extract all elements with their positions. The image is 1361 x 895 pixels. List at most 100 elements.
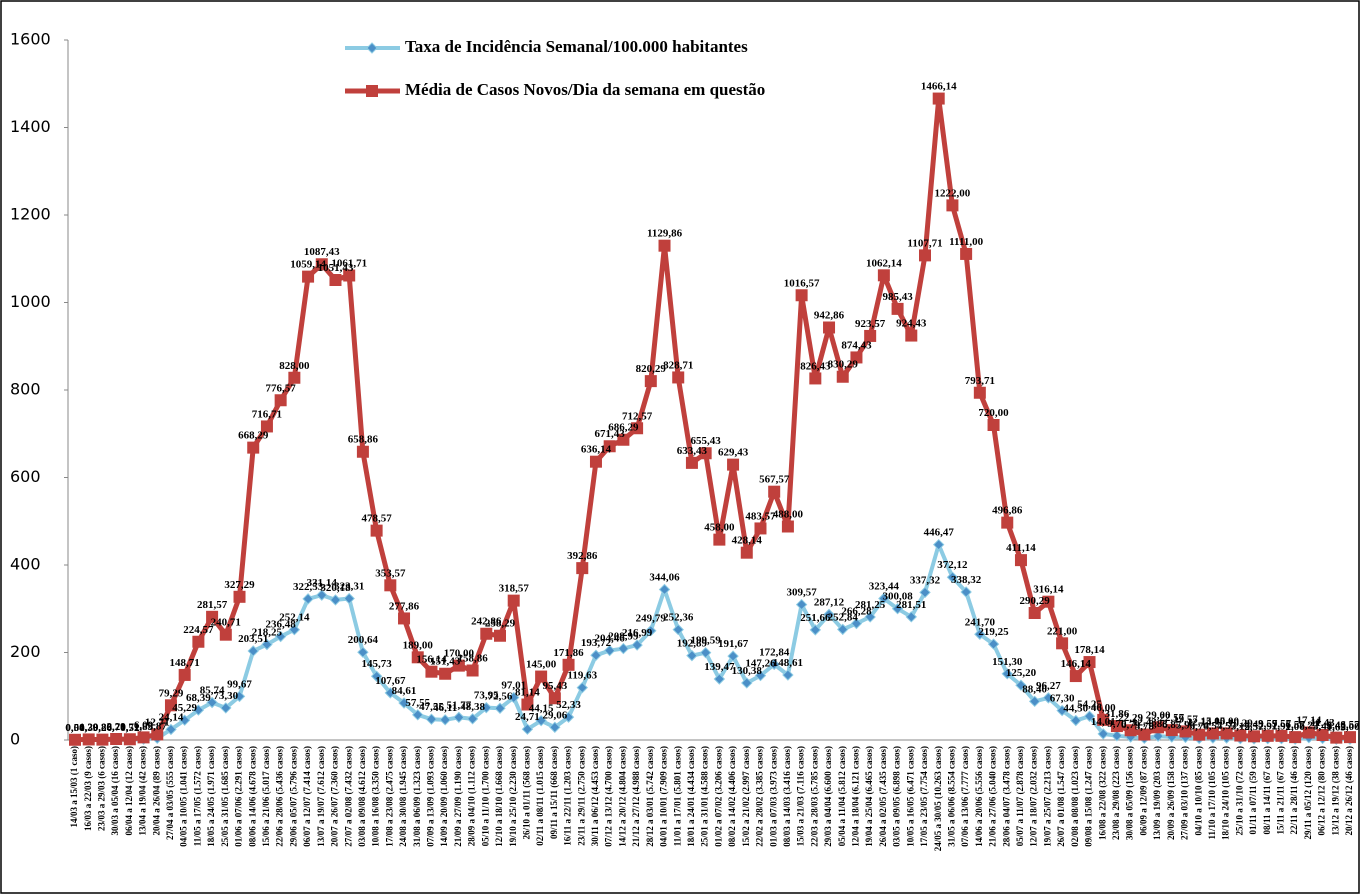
x-tick-label: 15/03 a 21/03 (7.116 casos) xyxy=(796,746,806,846)
point xyxy=(658,583,671,596)
point xyxy=(233,590,246,603)
x-tick-label: 14/06 a 20/06 (5.556 casos) xyxy=(974,746,984,847)
data-label: 720,00 xyxy=(978,407,1009,419)
data-label: 776,57 xyxy=(266,382,297,394)
data-label: 238,29 xyxy=(485,618,516,630)
x-tick-label: 26/04 a 02/05 (7.435 casos) xyxy=(878,746,888,847)
point xyxy=(1344,731,1356,744)
point xyxy=(1001,668,1013,680)
x-tick-label: 08/11 a 14/11 (67 casos) xyxy=(1262,746,1272,835)
x-tick-label: 05/10 a 11/10 (1.700 casos) xyxy=(480,746,490,846)
point xyxy=(1302,726,1315,739)
point xyxy=(82,733,95,746)
data-label: 147,26 xyxy=(745,658,776,670)
point xyxy=(877,269,890,282)
x-tick-label: 31/05 a 06/06 (8.554 casos) xyxy=(946,746,956,847)
y-tick-label: 1000 xyxy=(10,292,51,311)
data-label: 45,29 xyxy=(172,702,197,714)
point xyxy=(905,329,918,342)
point xyxy=(932,92,945,105)
point xyxy=(535,670,548,683)
point xyxy=(302,593,314,605)
data-label: 170,00 xyxy=(444,648,475,660)
point xyxy=(425,713,438,725)
data-label: 19,57 xyxy=(1173,713,1198,725)
point xyxy=(288,623,301,636)
data-label: 224,57 xyxy=(183,624,214,636)
data-label: 309,57 xyxy=(786,587,817,599)
y-tick-label: 800 xyxy=(10,380,41,399)
data-label: 3,78 xyxy=(1135,720,1155,732)
x-tick-label: 27/09 a 03/10 (137 casos) xyxy=(1180,746,1190,840)
x-tick-label: 13/09 a 19/09 (203 casos) xyxy=(1152,746,1162,840)
x-tick-label: 27/04 a 03/05 (555 casos) xyxy=(165,746,175,840)
x-tick-label: 23/11 a 29/11 (2.750 casos) xyxy=(576,746,586,846)
data-label: 44,15 xyxy=(529,703,554,715)
data-label: 266,28 xyxy=(841,606,872,618)
y-tick-label: 400 xyxy=(10,555,41,574)
data-label: 54,25 xyxy=(1077,698,1102,710)
data-label: 72,56 xyxy=(488,690,513,702)
data-label: 3,87 xyxy=(148,720,168,732)
data-label: 411,14 xyxy=(1006,542,1036,554)
x-tick-label: 28/09 a 04/10 (1.112 casos) xyxy=(467,746,477,846)
data-label: 287,12 xyxy=(814,596,845,608)
x-tick-label: 13/04 a 19/04 (42 casos) xyxy=(138,746,148,836)
point xyxy=(452,659,465,672)
x-tick-label: 08/03 a 14/03 (3.416 casos) xyxy=(782,746,792,847)
x-tick-label: 21/06 a 27/06 (5.040 casos) xyxy=(988,746,998,847)
x-tick-label: 16/11 a 22/11 (1.203 casos) xyxy=(563,746,573,846)
data-label: 48,38 xyxy=(460,701,485,713)
data-label: 221,00 xyxy=(1047,625,1078,637)
point xyxy=(548,692,561,705)
point xyxy=(891,603,904,615)
point xyxy=(366,85,378,97)
point xyxy=(960,586,972,598)
data-label: 338,32 xyxy=(951,574,982,586)
point xyxy=(1206,727,1219,740)
x-tick-label: 30/03 a 05/04 (16 casos) xyxy=(110,746,120,836)
point xyxy=(384,687,397,699)
data-label: 1087,43 xyxy=(304,246,340,258)
point xyxy=(439,714,451,726)
point xyxy=(644,375,657,388)
point xyxy=(919,586,931,599)
data-label: 242,86 xyxy=(471,616,502,628)
point xyxy=(384,579,397,592)
data-label: 148,71 xyxy=(170,657,200,669)
data-label: 0,50 xyxy=(65,722,85,734)
data-label: 6,00 xyxy=(134,719,154,731)
data-label: 200,64 xyxy=(348,634,379,646)
data-label: 88,40 xyxy=(1022,683,1047,695)
data-label: 151,30 xyxy=(992,656,1023,668)
x-tick-label: 20/07 a 26/07 (7.360 casos) xyxy=(330,746,340,847)
point xyxy=(1289,731,1302,744)
point xyxy=(219,628,232,641)
x-tick-label: 30/11 a 06/12 (4.453 casos) xyxy=(590,746,600,846)
point xyxy=(1056,704,1068,717)
data-label: 216,99 xyxy=(622,627,653,639)
data-label: 9,57 xyxy=(1272,718,1292,730)
point xyxy=(576,562,589,575)
data-label: 0,70 xyxy=(107,722,127,734)
data-label: 96,27 xyxy=(1036,680,1061,692)
point xyxy=(795,598,808,611)
x-tick-label: 17/05 a 23/05 (7.754 casos) xyxy=(919,746,929,847)
y-tick-label: 600 xyxy=(10,467,41,486)
data-label: 29,00 xyxy=(1146,709,1171,721)
point xyxy=(261,638,273,651)
data-label: 1,65 xyxy=(1327,721,1347,733)
point xyxy=(864,611,876,623)
point xyxy=(809,372,822,385)
x-tick-label: 10/08 a 16/08 (3.350 casos) xyxy=(371,746,381,847)
point xyxy=(329,273,342,286)
data-label: 428,14 xyxy=(732,535,763,547)
x-tick-label: 06/12 a 12/12 (80 casos) xyxy=(1317,746,1327,836)
data-label: 372,12 xyxy=(937,559,968,571)
x-tick-label: 28/06 a 04/07 (3.478 casos) xyxy=(1001,746,1011,847)
point xyxy=(672,623,684,636)
point xyxy=(919,249,931,262)
point xyxy=(1193,728,1206,741)
y-tick-label: 1400 xyxy=(10,117,51,136)
data-label: 4,57 xyxy=(1217,720,1237,732)
